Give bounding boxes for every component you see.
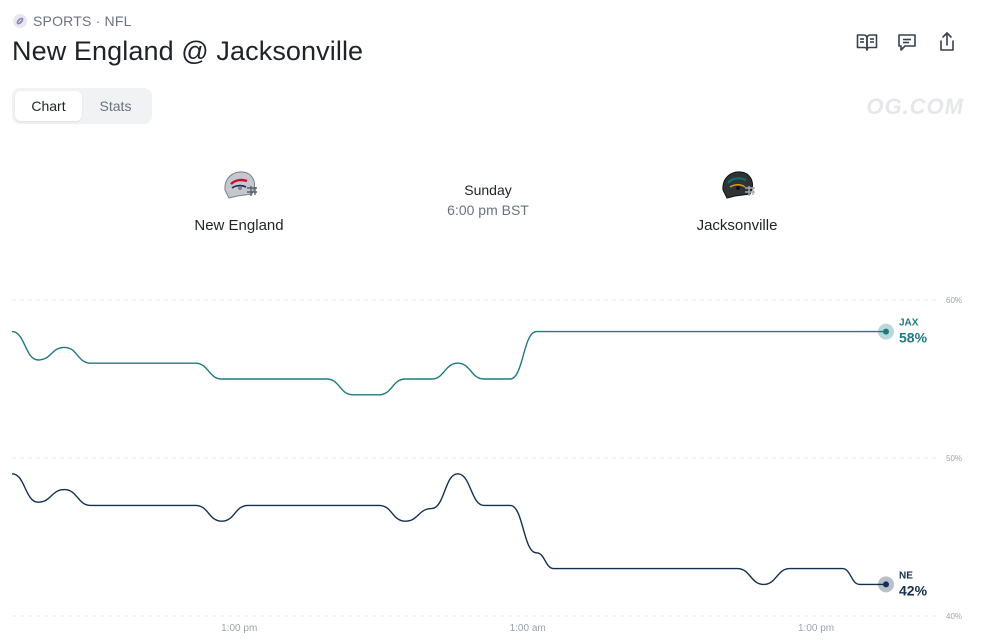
endpoint-dot-jax — [883, 328, 889, 335]
series-line-jax — [11, 330, 886, 396]
comment-icon — [898, 34, 916, 51]
helmet-icon — [224, 171, 257, 199]
x-tick-label: 1:00 pm — [798, 623, 834, 634]
endpoint-dot-ne — [883, 581, 889, 588]
team-new-england[interactable]: New England — [139, 166, 339, 234]
breadcrumb-label[interactable]: SPORTS · NFL — [33, 13, 132, 29]
x-tick-label: 1:00 pm — [221, 623, 257, 634]
series-value-jax: 58% — [899, 330, 928, 346]
series-value-ne: 42% — [899, 582, 928, 598]
breadcrumb[interactable]: SPORTS · NFL — [13, 13, 132, 29]
tab-stats[interactable]: Stats — [99, 98, 132, 114]
helmet-icon — [722, 171, 755, 199]
series-label-jax: JAX — [899, 318, 919, 329]
game-time: 6:00 pm BST — [447, 202, 529, 218]
book-icon — [856, 34, 878, 51]
team-jacksonville[interactable]: Jacksonville — [637, 166, 837, 234]
y-tick-label: 50% — [946, 454, 962, 463]
header-actions — [856, 30, 958, 54]
share-icon — [940, 32, 954, 51]
watermark-logo: OG.COM — [866, 94, 964, 119]
tab-chart[interactable]: Chart — [15, 91, 82, 121]
y-tick-label: 40% — [946, 612, 962, 621]
football-icon — [13, 14, 27, 28]
y-tick-label: 60% — [946, 296, 962, 305]
page-title: New England @ Jacksonville — [12, 36, 364, 66]
series-line-ne — [11, 473, 886, 586]
team-name-away: Jacksonville — [696, 217, 778, 234]
team-name-home: New England — [194, 217, 284, 234]
share-button[interactable] — [936, 30, 958, 54]
game-info: Sunday 6:00 pm BST — [388, 182, 588, 218]
game-day: Sunday — [464, 182, 512, 198]
comments-button[interactable] — [896, 30, 918, 54]
rules-button[interactable] — [856, 30, 878, 54]
x-tick-label: 1:00 am — [510, 623, 546, 634]
view-tabs: Chart Stats — [12, 88, 152, 124]
series-label-ne: NE — [899, 570, 913, 581]
